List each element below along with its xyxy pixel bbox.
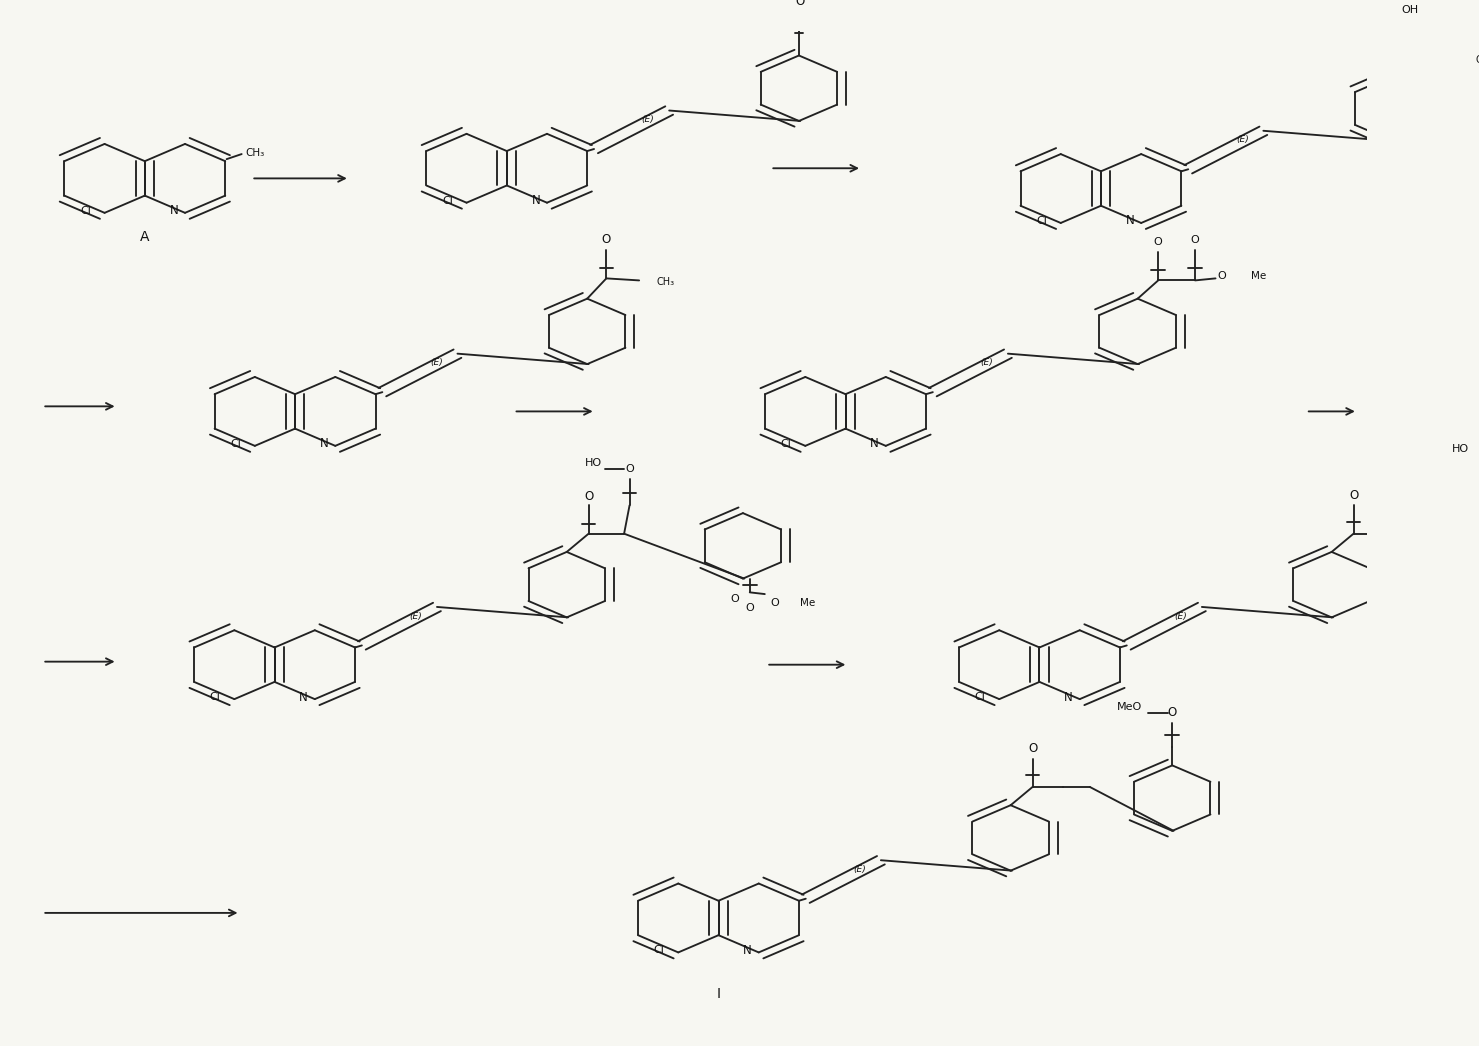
- Text: Me: Me: [800, 597, 815, 608]
- Text: CH₃: CH₃: [657, 277, 674, 288]
- Text: MeO: MeO: [1117, 702, 1142, 711]
- Text: N: N: [870, 437, 879, 451]
- Text: N: N: [1063, 690, 1072, 704]
- Text: N: N: [319, 437, 328, 451]
- Text: Cl: Cl: [975, 692, 985, 702]
- Text: Cl: Cl: [781, 439, 791, 449]
- Text: Cl: Cl: [1037, 215, 1047, 226]
- Text: Cl: Cl: [654, 946, 664, 955]
- Text: N: N: [742, 943, 751, 957]
- Text: (E): (E): [642, 115, 654, 124]
- Text: (E): (E): [410, 612, 422, 620]
- Text: (E): (E): [1236, 135, 1248, 144]
- Text: Cl: Cl: [442, 196, 453, 206]
- Text: O: O: [745, 602, 754, 613]
- Text: (E): (E): [853, 865, 867, 873]
- Text: N: N: [299, 690, 308, 704]
- Text: N: N: [531, 195, 540, 207]
- Text: Me: Me: [1251, 271, 1266, 281]
- Text: O: O: [771, 597, 779, 608]
- Text: O: O: [1028, 742, 1037, 755]
- Text: O: O: [1217, 271, 1226, 281]
- Text: (E): (E): [430, 359, 442, 367]
- Text: O: O: [796, 0, 805, 8]
- Text: Cl: Cl: [80, 206, 90, 215]
- Text: O: O: [626, 463, 634, 474]
- Text: (E): (E): [981, 359, 992, 367]
- Text: (E): (E): [1174, 612, 1188, 620]
- Text: N: N: [170, 204, 177, 218]
- Text: Cl: Cl: [231, 439, 241, 449]
- Text: N: N: [1126, 214, 1134, 227]
- Text: CH₃: CH₃: [246, 149, 265, 158]
- Text: O: O: [1167, 706, 1177, 720]
- Text: OH: OH: [1401, 5, 1418, 15]
- Text: HO: HO: [1451, 445, 1469, 454]
- Text: Cl: Cl: [210, 692, 220, 702]
- Text: O: O: [584, 490, 593, 503]
- Text: A: A: [141, 230, 149, 244]
- Text: O: O: [1191, 235, 1199, 245]
- Text: HO: HO: [586, 458, 602, 468]
- Text: O: O: [602, 233, 611, 247]
- Text: CH₃: CH₃: [1475, 54, 1479, 65]
- Text: I: I: [716, 986, 720, 1001]
- Text: O: O: [1349, 488, 1358, 502]
- Text: O: O: [1154, 236, 1162, 247]
- Text: O: O: [731, 594, 740, 605]
